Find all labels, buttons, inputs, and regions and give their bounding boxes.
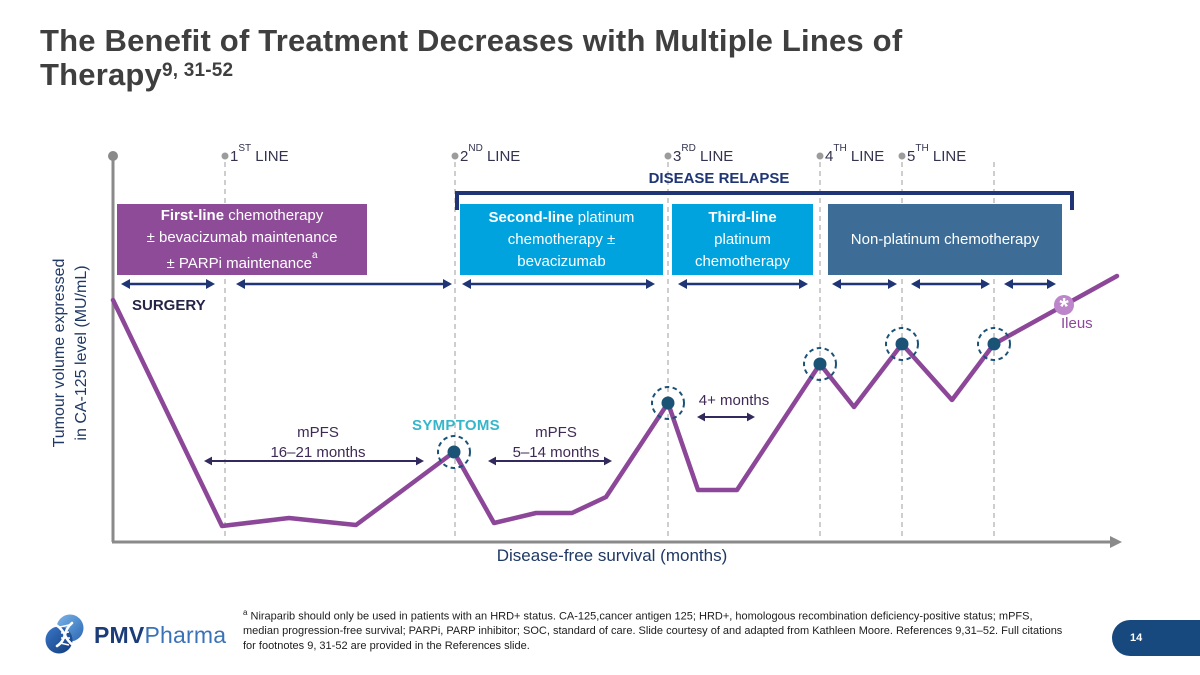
treatment-box: First-line chemotherapy ± bevacizumab mai… xyxy=(117,204,367,275)
arrowhead-right xyxy=(1047,279,1056,289)
tumour-volume-curve xyxy=(110,273,1120,529)
relapse-marker-dot xyxy=(661,396,675,410)
arrowhead-left xyxy=(121,279,130,289)
relapse-marker-dashed-circle xyxy=(437,435,471,469)
treatment-box-line: Second-line platinum xyxy=(488,208,635,226)
pmv-logo-icon xyxy=(45,614,84,654)
mpfs-first-line-annotation: mPFS 16–21 months xyxy=(270,424,366,461)
page-title: The Benefit of Treatment Decreases with … xyxy=(40,24,1060,97)
arrowhead-right xyxy=(646,279,655,289)
relapse-marker-dashed-circle xyxy=(977,327,1011,361)
line-marker-label: 4TH LINE xyxy=(825,143,885,165)
asterisk-icon: * xyxy=(1059,294,1069,321)
arrowhead-right xyxy=(443,279,452,289)
surgery-label: SURGERY xyxy=(132,297,206,314)
arrowhead-left xyxy=(204,456,212,466)
arrowhead-left xyxy=(488,456,496,466)
mpfs-second-line-annotation: mPFS 5–14 months xyxy=(512,424,600,461)
title-line2: Therapy xyxy=(40,57,162,92)
y-axis-label: Tumour volume expressed in CA-125 level … xyxy=(51,258,90,448)
arrowhead-left xyxy=(697,412,705,422)
gridline-top-dot xyxy=(898,152,906,160)
arrowhead-left xyxy=(462,279,471,289)
arrowhead-right xyxy=(206,279,215,289)
x-axis-arrowhead xyxy=(1110,536,1122,548)
pmv-pharma-logo: PMVPharma xyxy=(42,612,226,658)
relapse-marker-dashed-circle xyxy=(651,386,685,420)
treatment-box: Third-line platinum chemotherapy xyxy=(672,204,813,275)
arrowhead-left xyxy=(911,279,920,289)
gridline-top-dot xyxy=(451,152,459,160)
treatment-box-line: bevacizumab xyxy=(517,252,606,270)
arrowhead-left xyxy=(678,279,687,289)
arrowhead-right xyxy=(888,279,897,289)
treatment-box-line: platinum xyxy=(714,230,771,248)
gridline-top-dot xyxy=(221,152,229,160)
page-number-badge: 14 xyxy=(1112,620,1200,656)
treatment-box: Second-line platinum chemotherapy ± bevaci… xyxy=(460,204,663,275)
disease-relapse-bracket xyxy=(455,191,1074,210)
ileus-asterisk-circle xyxy=(1054,295,1074,315)
footnote-text: a Niraparib should only be used in patie… xyxy=(243,608,1063,652)
relapse-marker-dot xyxy=(987,337,1001,351)
ileus-label: Ileus xyxy=(1061,315,1093,332)
arrowhead-right xyxy=(747,412,755,422)
gridline-top-dot xyxy=(816,152,824,160)
title-line1: The Benefit of Treatment Decreases with … xyxy=(40,23,903,58)
disease-relapse-label: DISEASE RELAPSE xyxy=(648,170,790,187)
relapse-marker-dot xyxy=(895,337,909,351)
symptoms-label: SYMPTOMS xyxy=(412,417,500,434)
arrowhead-right xyxy=(799,279,808,289)
relapse-marker-dot xyxy=(813,357,827,371)
treatment-box-line: chemotherapy xyxy=(694,252,791,270)
y-axis-top-dot xyxy=(108,151,118,161)
arrowhead-right xyxy=(981,279,990,289)
gridline-top-dot xyxy=(664,152,672,160)
arrowhead-left xyxy=(832,279,841,289)
treatment-box-line: ± bevacizumab maintenance xyxy=(146,228,338,246)
title-references-superscript: 9, 31-52 xyxy=(162,60,234,81)
arrowhead-left xyxy=(1004,279,1013,289)
arrowhead-left xyxy=(236,279,245,289)
treatment-box-line: First-line chemotherapy xyxy=(160,206,324,224)
arrowhead-right xyxy=(604,456,612,466)
arrowhead-right xyxy=(416,456,424,466)
treatment-box: Non-platinum chemotherapy xyxy=(828,204,1062,275)
x-axis-label: Disease-free survival (months) xyxy=(496,546,728,565)
relapse-marker-dashed-circle xyxy=(803,347,837,381)
treatment-box-line: ± PARPi maintenancea xyxy=(166,249,318,272)
treatment-box-line: Third-line xyxy=(708,208,777,226)
line-marker-label: 1ST LINE xyxy=(230,143,289,165)
treatment-box-line: chemotherapy ± xyxy=(507,230,616,248)
line-marker-label: 3RD LINE xyxy=(673,143,734,165)
treatment-box-line: Non-platinum chemotherapy xyxy=(850,230,1040,248)
relapse-marker-dot xyxy=(447,445,461,459)
pmv-logo-text: PMVPharma xyxy=(94,621,227,648)
relapse-marker-dashed-circle xyxy=(885,327,919,361)
four-plus-months-annotation: 4+ months xyxy=(698,392,770,409)
line-marker-label: 2ND LINE xyxy=(460,143,521,165)
line-marker-label: 5TH LINE xyxy=(907,143,967,165)
